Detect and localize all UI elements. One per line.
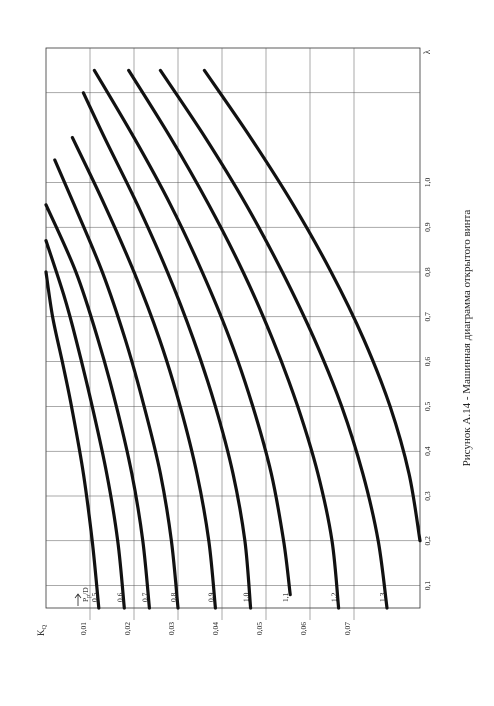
series-curve — [127, 68, 341, 610]
param-arrow-icon — [74, 593, 82, 606]
series-curve — [44, 239, 126, 610]
series-curve — [202, 68, 422, 543]
series-curve — [53, 158, 180, 610]
grid-lines — [46, 48, 420, 620]
series-label: 1,1 — [281, 592, 290, 602]
x-tick-label: 0,3 — [423, 491, 432, 501]
series-curve — [158, 68, 389, 610]
y-axis-title: KQ — [36, 625, 48, 637]
series-curve — [92, 68, 292, 597]
x-tick-label: 0,4 — [423, 446, 432, 456]
series-curves — [44, 68, 422, 610]
chart-frame — [45, 47, 421, 609]
x-tick-label: 1,0 — [423, 177, 432, 187]
plot-frame — [45, 47, 421, 609]
series-label: 1,2 — [330, 592, 339, 602]
y-tick-label: 0,02 — [123, 622, 132, 635]
y-tick-label: 0,07 — [343, 622, 352, 635]
series-curve — [44, 270, 101, 610]
series-label: 0,7 — [140, 592, 149, 602]
series-curve — [70, 136, 217, 610]
series-label: 0,9 — [206, 592, 215, 602]
x-tick-label: 0,9 — [423, 222, 432, 232]
y-tick-label: 0,01 — [79, 622, 88, 635]
y-tick-label: 0,03 — [167, 622, 176, 635]
chart-text: 0,01 0,02 0,03 0,04 0,05 0,06 0,07 0,1 0,2 0,3 0,4… — [36, 49, 432, 636]
x-tick-label: 0,8 — [423, 267, 432, 277]
x-tick-label: 0,2 — [423, 536, 432, 546]
series-label: 0,6 — [115, 592, 124, 602]
x-axis-title: λ — [422, 49, 432, 54]
x-tick-label: 0,5 — [423, 401, 432, 411]
series-label: 1,0 — [242, 592, 251, 602]
series-label: 0,8 — [169, 592, 178, 602]
series-curve — [44, 203, 151, 610]
param-label: Pp/D — [81, 587, 92, 602]
x-tick-label: 0,7 — [423, 312, 432, 322]
series-curve — [81, 91, 253, 610]
series-label: 1,3 — [378, 592, 387, 602]
y-tick-label: 0,05 — [255, 622, 264, 635]
series-label: 0,5 — [90, 592, 99, 602]
y-tick-label: 0,04 — [211, 622, 220, 635]
x-tick-label: 0,1 — [423, 581, 432, 591]
x-tick-label: 0,6 — [423, 357, 432, 367]
y-tick-label: 0,06 — [299, 622, 308, 635]
figure-caption: Рисунок А.14 - Машинная диаграмма открыт… — [461, 210, 473, 467]
